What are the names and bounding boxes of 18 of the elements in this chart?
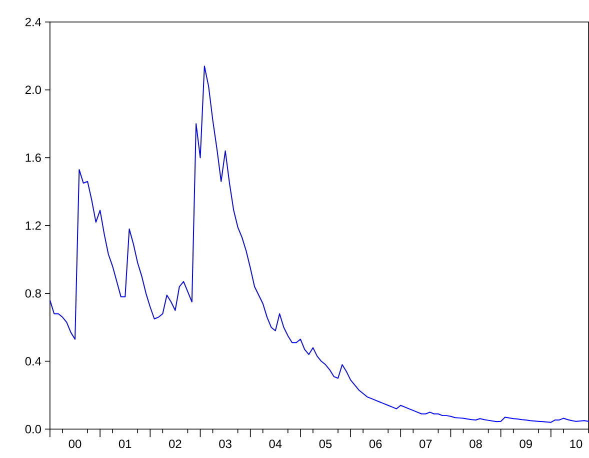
y-tick-label: 0.4 [25, 357, 42, 366]
x-tick-label: 06 [369, 440, 382, 448]
y-tick-label: 1.2 [26, 222, 41, 230]
y-tick-label: 2.0 [25, 86, 42, 94]
x-tick-label: 04 [269, 440, 282, 448]
y-tick-label: 0.0 [25, 425, 42, 434]
x-tick-label: 03 [219, 440, 232, 448]
x-tick-label: 07 [420, 440, 432, 448]
y-tick-label: 0.8 [25, 289, 41, 298]
x-tick-label: 01 [118, 440, 132, 448]
y-tick-label: 2.4 [25, 18, 42, 26]
x-tick-label: 05 [319, 440, 332, 448]
x-tick-label: 09 [520, 440, 532, 448]
x-tick-label: 02 [169, 440, 182, 448]
x-tick-label: 08 [470, 440, 482, 448]
x-tick-label: 10 [570, 440, 582, 448]
y-tick-label: 1.6 [26, 154, 41, 162]
x-tick-label: 00 [68, 440, 82, 448]
